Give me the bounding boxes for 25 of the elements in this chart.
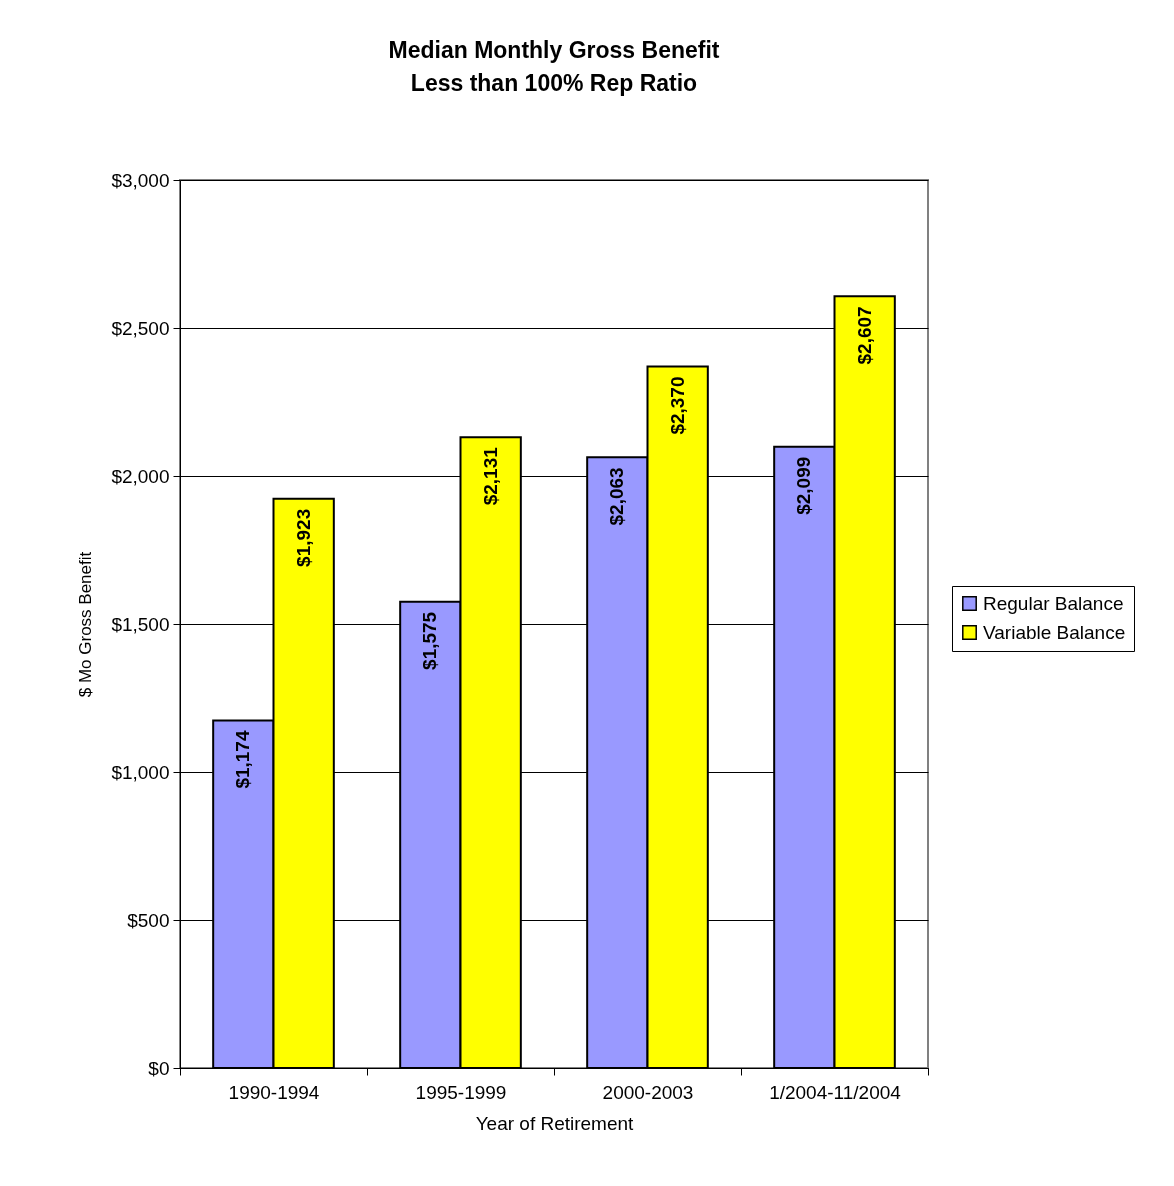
x-tick-label: 2000-2003: [602, 1081, 694, 1103]
data-label: $1,575: [419, 611, 441, 670]
text: Median Monthly Gross Benefit: [388, 37, 720, 63]
legend-label: Regular Balance: [983, 592, 1124, 614]
x-tick-label: 1/2004-11/2004: [769, 1081, 902, 1103]
data-label: $2,607: [853, 306, 875, 365]
data-label: $2,063: [606, 467, 628, 526]
data-label: $1,174: [232, 730, 254, 789]
y-tick-label: $0: [148, 1057, 170, 1079]
y-tick-label: $500: [127, 909, 170, 931]
y-tick-label: $3,000: [111, 169, 170, 191]
text: Less than 100% Rep Ratio: [410, 70, 698, 96]
x-tick-label: 1990-1994: [228, 1081, 320, 1103]
legend-label: Variable Balance: [983, 621, 1126, 643]
y-tick-label: $1,000: [111, 761, 170, 783]
data-label: $1,923: [292, 508, 314, 567]
data-label: $2,099: [793, 456, 815, 515]
y-tick-label: $2,500: [111, 317, 170, 339]
data-label: $2,131: [479, 446, 501, 506]
x-axis-title: Year of Retirement: [475, 1112, 635, 1134]
x-tick-label: 1995-1999: [415, 1081, 507, 1103]
y-tick-label: $2,000: [111, 465, 170, 487]
y-tick-label: $1,500: [111, 613, 170, 635]
data-label: $2,370: [666, 376, 688, 435]
y-axis-title: $ Mo Gross Benefit: [76, 551, 96, 698]
